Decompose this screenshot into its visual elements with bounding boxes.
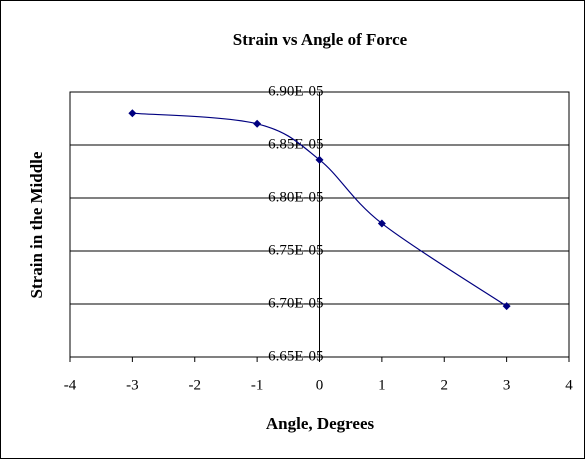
x-tick-label: 0 bbox=[316, 377, 324, 393]
y-tick-label: 6.90E-05 bbox=[268, 83, 323, 99]
data-point bbox=[253, 119, 262, 128]
y-axis-label: Strain in the Middle bbox=[27, 151, 46, 298]
x-axis-label: Angle, Degrees bbox=[266, 414, 375, 433]
x-tick-label: -3 bbox=[126, 377, 139, 393]
chart-title: Strain vs Angle of Force bbox=[233, 30, 408, 49]
data-point bbox=[377, 219, 386, 228]
y-tick-label: 6.70E-05 bbox=[268, 295, 323, 311]
x-tick-label: 4 bbox=[565, 377, 573, 393]
y-tick-label: 6.85E-05 bbox=[268, 136, 323, 152]
data-point bbox=[502, 302, 511, 311]
x-tick-label: 2 bbox=[441, 377, 449, 393]
y-tick-label: 6.75E-05 bbox=[268, 242, 323, 258]
x-tick-label: 1 bbox=[378, 377, 386, 393]
y-tick-label: 6.80E-05 bbox=[268, 189, 323, 205]
x-tick-label: -1 bbox=[251, 377, 264, 393]
y-tick-label: 6.65E-05 bbox=[268, 348, 323, 364]
data-point bbox=[128, 109, 137, 118]
data-point bbox=[315, 155, 324, 164]
x-tick-label: -2 bbox=[189, 377, 202, 393]
x-tick-label: -4 bbox=[64, 377, 77, 393]
x-tick-label: 3 bbox=[503, 377, 511, 393]
